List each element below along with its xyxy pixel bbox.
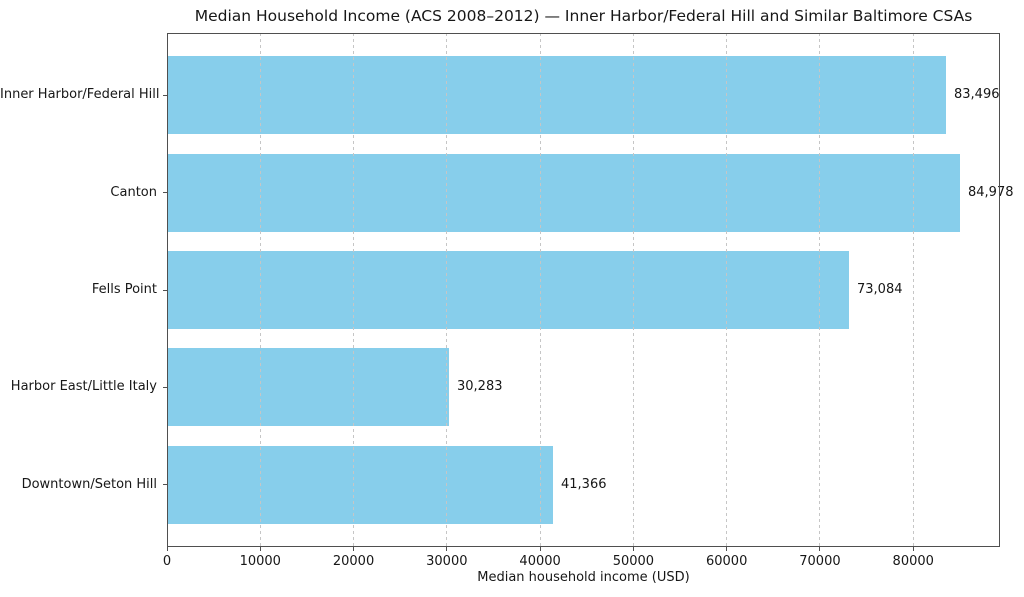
x-tick-mark	[819, 547, 821, 551]
gridline	[539, 33, 541, 547]
category-label: Fells Point	[91, 282, 157, 297]
gridline	[632, 33, 634, 547]
gridline	[446, 33, 448, 547]
bar	[167, 446, 553, 524]
plot-area	[167, 33, 1000, 547]
bar-value-label: 73,084	[857, 282, 903, 297]
category-label: Inner Harbor/Federal Hill	[0, 87, 160, 102]
x-tick-mark	[912, 547, 914, 551]
x-tick-mark	[539, 547, 541, 551]
bar	[167, 154, 960, 232]
x-tick-mark	[353, 547, 355, 551]
x-tick-label: 0	[162, 554, 172, 569]
gridline	[353, 33, 355, 547]
gridline	[259, 33, 261, 547]
y-tick-mark	[163, 94, 167, 96]
y-tick-mark	[163, 192, 167, 194]
bar-value-label: 30,283	[457, 379, 503, 394]
category-label: Downtown/Seton Hill	[21, 477, 157, 492]
x-tick-label: 70000	[799, 554, 841, 569]
bar-value-label: 83,496	[954, 87, 1000, 102]
x-tick-label: 30000	[426, 554, 468, 569]
bar	[167, 56, 946, 134]
bar	[167, 251, 849, 329]
y-tick-mark	[163, 484, 167, 486]
x-tick-mark	[259, 547, 261, 551]
x-tick-mark	[446, 547, 448, 551]
x-tick-label: 20000	[332, 554, 375, 569]
category-label: Canton	[110, 185, 157, 200]
x-tick-label: 10000	[239, 554, 281, 569]
bar-value-label: 84,978	[968, 185, 1014, 200]
x-tick-label: 80000	[892, 554, 934, 569]
x-tick-mark	[726, 547, 728, 551]
y-tick-mark	[163, 289, 167, 291]
x-tick-label: 60000	[705, 554, 748, 569]
x-axis-label: Median household income (USD)	[477, 570, 690, 585]
y-tick-mark	[163, 386, 167, 388]
chart-title: Median Household Income (ACS 2008–2012) …	[194, 7, 973, 25]
bar	[167, 348, 449, 426]
gridline	[726, 33, 728, 547]
gridline	[819, 33, 821, 547]
x-tick-label: 40000	[519, 554, 561, 569]
x-tick-mark	[166, 547, 168, 551]
gridline	[912, 33, 914, 547]
bar-value-label: 41,366	[561, 477, 607, 492]
category-label: Harbor East/Little Italy	[10, 379, 157, 394]
x-tick-label: 50000	[612, 554, 655, 569]
x-tick-mark	[632, 547, 634, 551]
